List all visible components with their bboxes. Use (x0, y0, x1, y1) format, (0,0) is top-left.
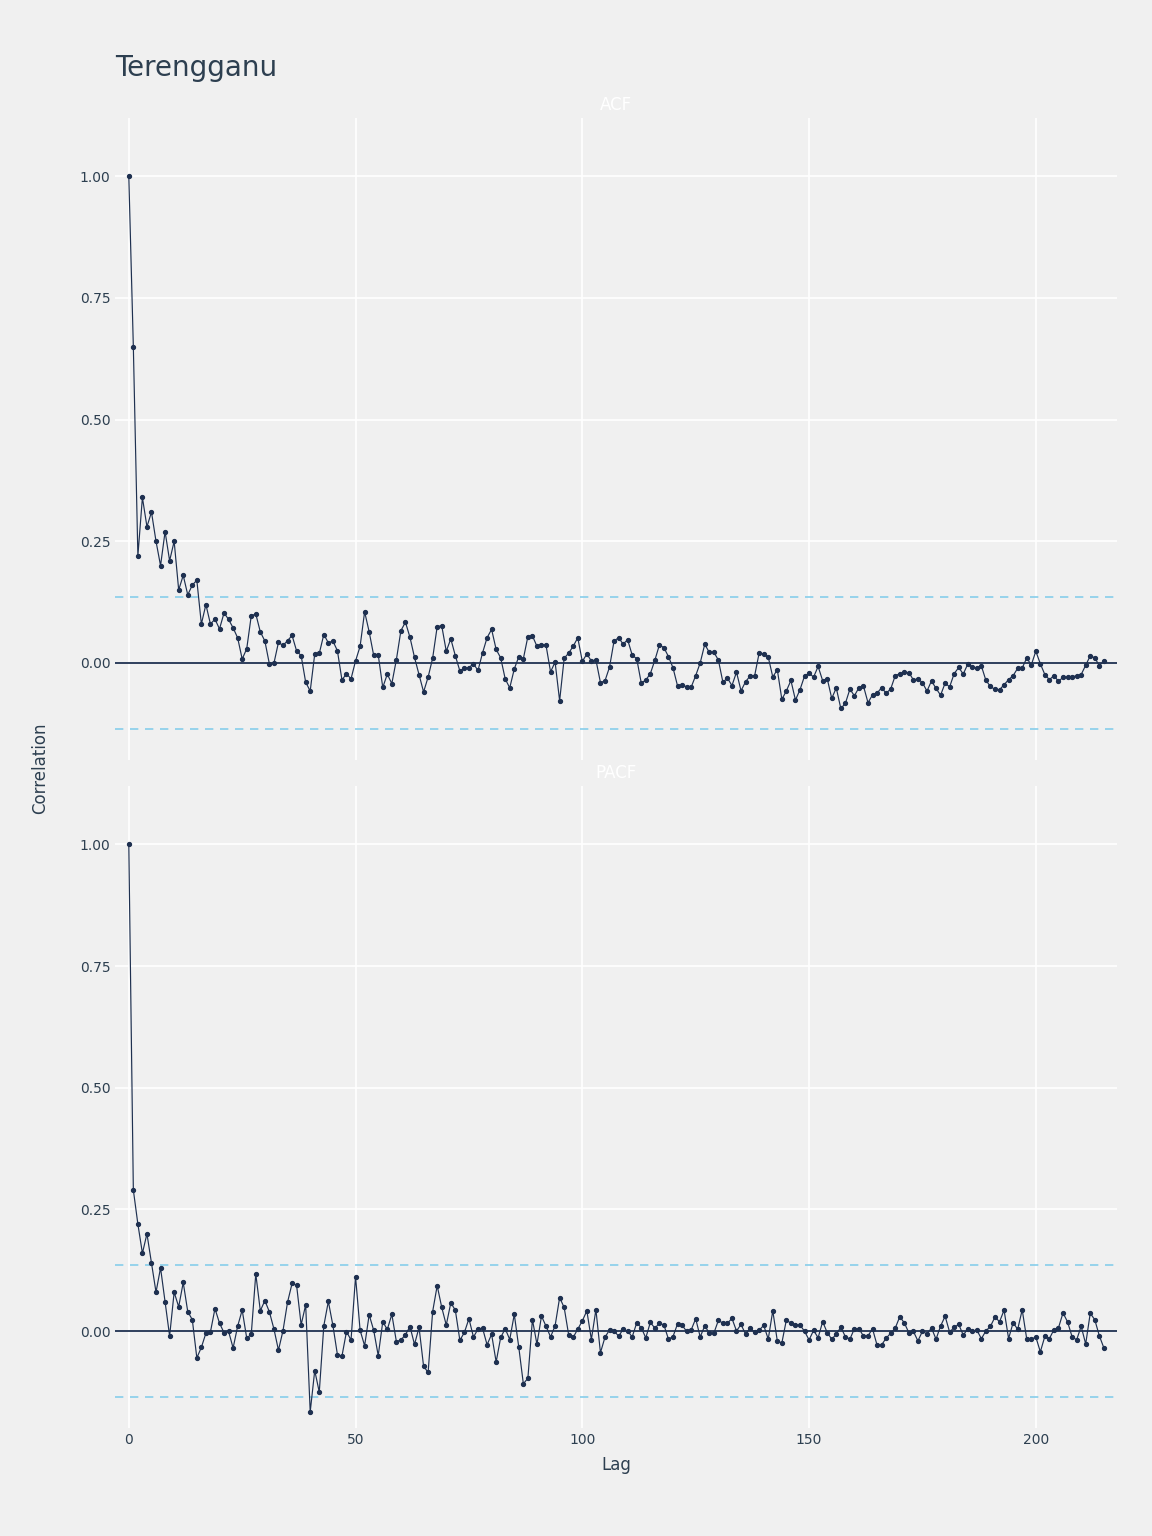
Text: PACF: PACF (596, 765, 637, 782)
X-axis label: Lag: Lag (601, 1456, 631, 1473)
Text: Terengganu: Terengganu (115, 54, 278, 81)
Text: Correlation: Correlation (31, 722, 50, 814)
Text: ACF: ACF (600, 97, 632, 114)
